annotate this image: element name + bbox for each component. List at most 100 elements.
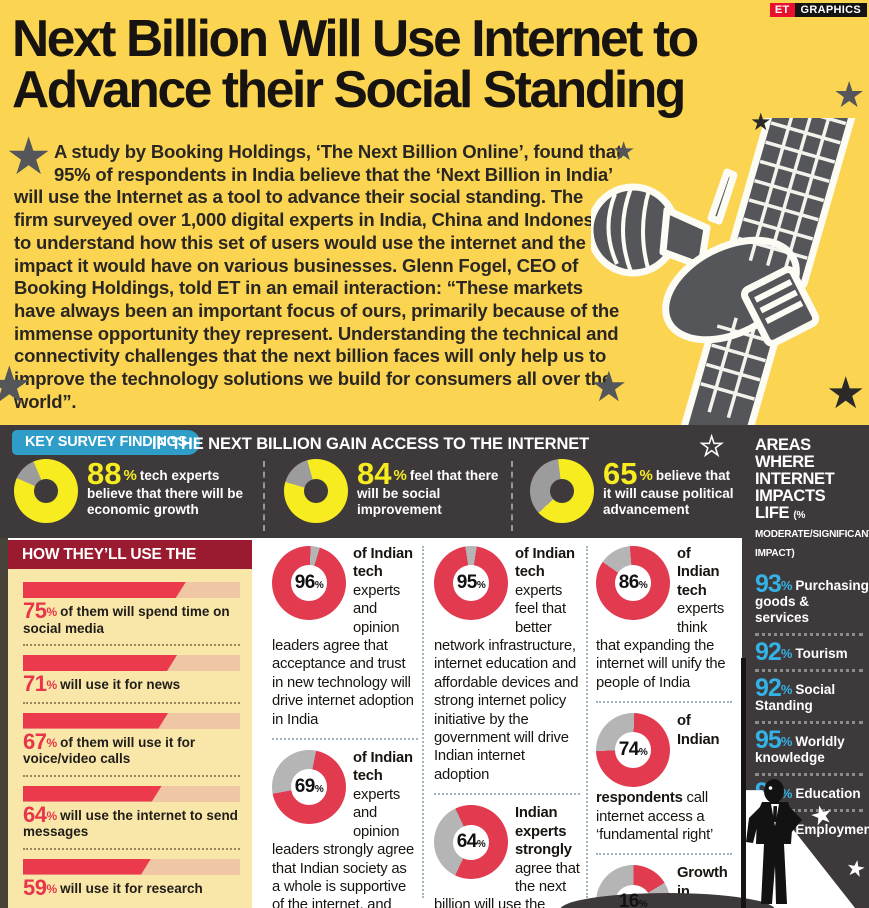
satellite-illustration (591, 118, 859, 436)
usage-label: will use it for research (60, 880, 203, 896)
stat-value: 65 (603, 456, 638, 491)
band-donut-group: 88% tech experts believe that there will … (14, 456, 258, 523)
divider (23, 774, 240, 777)
star-icon: ★ (844, 854, 868, 883)
title-line-1: Next Billion Will Use Internet to (12, 10, 699, 68)
stat-value: 69 (294, 775, 316, 797)
donut-caption: 65% believe that it will cause political … (603, 456, 738, 523)
finding-item: 16% Growth in Indian smartphone users in… (596, 864, 732, 908)
donut-chart: 69% (272, 750, 346, 825)
finding-item: 74% of Indian respondents call internet … (596, 712, 732, 844)
finding-lead: of Indian tech (353, 546, 413, 581)
stat-value: 95 (755, 726, 782, 754)
star-icon: ★ (612, 136, 636, 166)
stat-value: 92 (755, 674, 782, 702)
stat-value: 67 (23, 728, 47, 754)
finding-lead: of Indian tech (515, 546, 575, 581)
finding-item: 96% of Indian tech experts and opinion l… (272, 545, 418, 729)
star-icon: ★ (833, 74, 866, 115)
divider (422, 546, 424, 898)
usage-panel: 75% of them will spend time on social med… (8, 569, 252, 908)
usage-item: 67% of them will use it for voice/video c… (23, 712, 240, 777)
findings-column-1: 96% of Indian tech experts and opinion l… (272, 545, 418, 908)
panel-edge (0, 538, 8, 908)
stat-value: 88 (87, 456, 122, 491)
divider (586, 546, 588, 898)
divider (434, 793, 580, 796)
bar-fill (23, 859, 151, 875)
usage-label: of them will use it for voice/video call… (23, 734, 196, 767)
donut-chart: 96% (272, 546, 346, 620)
donut-chart-economic-growth (14, 459, 78, 523)
percent-sign: % (46, 735, 58, 750)
stat-value: 64 (23, 801, 47, 827)
sidebar-subtitle: (% MODERATE/SIGNIFICANT IMPACT) (755, 510, 869, 559)
graphics-label: GRAPHICS (794, 3, 867, 17)
bar-track (23, 582, 240, 598)
percent-sign: % (780, 578, 793, 593)
bar-fill (23, 582, 186, 598)
percent-sign: % (780, 646, 793, 661)
donut-chart: 95% (434, 546, 508, 620)
star-icon: ★ (590, 363, 628, 410)
finding-lead: of Indian tech (353, 750, 413, 785)
stat-value: 96 (294, 571, 316, 593)
percent-sign: % (46, 678, 58, 692)
band-title: IF THE NEXT BILLION GAIN ACCESS TO THE I… (152, 435, 590, 453)
impact-label: Purchasing goods & services (755, 578, 869, 625)
band-donut-group: 65% believe that it will cause political … (530, 456, 738, 523)
usage-label: of them will spend time on social media (23, 604, 230, 636)
title-line-2: Advance their Social Standing (12, 61, 686, 119)
impact-label: Education (795, 786, 861, 801)
bar-track (23, 655, 240, 671)
divider (272, 738, 418, 741)
stat-value: 92 (755, 638, 782, 666)
percent-sign: % (476, 579, 486, 591)
bar-track (23, 858, 240, 875)
percent-sign: % (639, 467, 653, 484)
percent-sign: % (476, 839, 486, 851)
percent-sign: % (780, 734, 793, 749)
bar-fill (23, 786, 162, 802)
percent-sign: % (780, 682, 793, 697)
stat-value: 93 (755, 570, 782, 598)
usage-header: HOW THEY’LL USE THE INTERNET (8, 540, 252, 592)
divider (596, 701, 732, 704)
percent-sign: % (638, 579, 648, 591)
percent-sign: % (638, 899, 648, 908)
bar-track (23, 785, 240, 802)
donut-chart: 16% (596, 865, 670, 908)
stat-value: 86 (618, 571, 640, 593)
findings-column-3: 86% of Indian tech experts think that ex… (596, 545, 732, 908)
findings-section: 96% of Indian tech experts and opinion l… (258, 538, 740, 908)
finding-text: experts feel that better network infrast… (434, 582, 579, 783)
bar-fill (23, 655, 177, 671)
stat-value: 75 (23, 598, 47, 623)
divider (263, 461, 265, 531)
stat-value: 59 (23, 874, 47, 900)
impact-item: 93% Purchasing goods & services (755, 568, 869, 636)
intro-paragraph: ★ A study by Booking Holdings, ‘The Next… (8, 133, 622, 413)
finding-text: experts think that expanding the interne… (596, 601, 726, 691)
impact-label: Worldly knowledge (755, 734, 845, 765)
divider (511, 461, 513, 531)
bar-fill (23, 713, 168, 729)
donut-chart: 86% (596, 546, 670, 620)
stat-value: 64 (456, 831, 478, 853)
findings-column-2: 95% of Indian tech experts feel that bet… (434, 545, 580, 908)
finding-text: call internet access a ‘fundamental righ… (596, 790, 714, 844)
donut-chart: 74% (596, 713, 670, 788)
percent-sign: % (314, 579, 324, 591)
usage-item: 75% of them will spend time on social med… (23, 582, 240, 646)
percent-sign: % (780, 786, 793, 801)
usage-item: 71% will use it for news (23, 655, 240, 704)
finding-item: 95% of Indian tech experts feel that bet… (434, 545, 580, 784)
star-icon: ★ (8, 130, 50, 182)
star-icon: ★ (0, 357, 33, 415)
finding-item: 64% Indian experts strongly agree that t… (434, 804, 580, 908)
stat-text: believe that it will cause political adv… (603, 468, 734, 517)
donut-chart: 64% (434, 805, 508, 880)
finding-lead: Indian experts strongly (515, 805, 572, 859)
star-icon: ★ (826, 369, 866, 418)
